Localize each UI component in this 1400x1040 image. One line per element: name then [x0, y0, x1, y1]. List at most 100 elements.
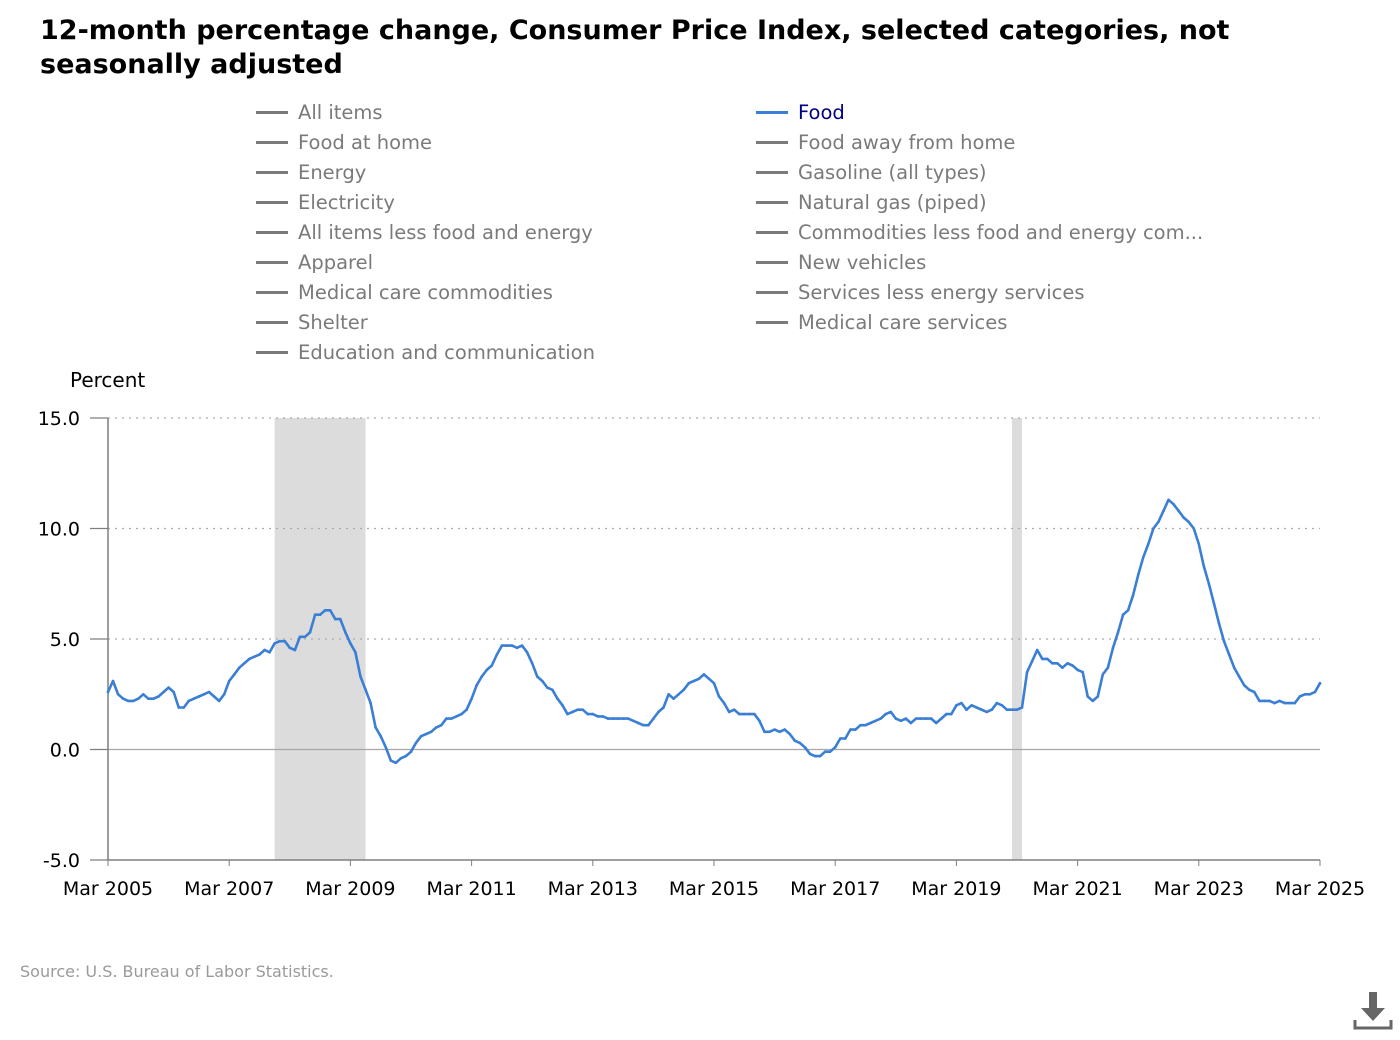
x-tick-label: Mar 2011: [426, 878, 516, 900]
legend-label: Food at home: [298, 130, 433, 154]
data-point: [318, 613, 322, 616]
data-point: [288, 646, 292, 650]
data-point: [460, 712, 463, 716]
legend-item[interactable]: Electricity: [256, 187, 395, 217]
data-point: [450, 717, 453, 720]
data-point: [682, 688, 685, 692]
legend-swatch: [756, 110, 788, 114]
data-point: [1041, 657, 1044, 661]
axes: [107, 418, 1321, 866]
data-point: [1202, 564, 1206, 568]
legend-item[interactable]: Commodities less food and energy com...: [756, 217, 1203, 247]
data-point: [1258, 699, 1261, 703]
data-point: [637, 721, 640, 725]
data-point: [424, 732, 428, 736]
data-point: [1243, 684, 1246, 687]
data-point: [1172, 502, 1175, 506]
data-point: [803, 746, 807, 749]
data-point: [344, 631, 347, 634]
legend-item[interactable]: Natural gas (piped): [756, 187, 987, 217]
legend-item[interactable]: Education and communication: [256, 337, 595, 367]
data-point: [530, 662, 534, 665]
data-point: [273, 642, 276, 645]
data-point: [833, 746, 837, 749]
data-point: [222, 693, 226, 696]
data-point: [470, 697, 473, 700]
x-tick-label: Mar 2023: [1154, 878, 1244, 900]
data-point: [975, 706, 978, 709]
legend-label: Commodities less food and energy com...: [798, 220, 1204, 244]
data-point: [268, 651, 271, 654]
data-point: [1263, 699, 1266, 703]
data-point: [606, 717, 610, 720]
download-button[interactable]: [1351, 990, 1395, 1034]
data-point: [813, 754, 817, 758]
data-point: [455, 715, 458, 718]
legend-item[interactable]: New vehicles: [756, 247, 926, 277]
data-point: [677, 693, 680, 696]
data-point: [929, 717, 933, 720]
legend-item[interactable]: Medical care services: [756, 307, 1007, 337]
data-point: [576, 708, 579, 711]
data-point: [793, 739, 797, 742]
data-point: [818, 754, 822, 758]
legend-label: Shelter: [298, 310, 368, 334]
data-point: [1253, 690, 1256, 694]
legend-item[interactable]: Medical care commodities: [256, 277, 553, 307]
legend-item[interactable]: Services less energy services: [756, 277, 1085, 307]
data-point: [1035, 648, 1039, 652]
y-tick-label: 10.0: [38, 519, 80, 541]
data-point: [985, 710, 988, 714]
data-point: [702, 673, 706, 676]
data-point: [490, 664, 494, 667]
legend-item[interactable]: All items less food and energy: [256, 217, 593, 247]
data-point: [445, 717, 448, 720]
data-point: [586, 712, 590, 716]
legend-item[interactable]: All items: [256, 97, 383, 127]
x-tick-label: Mar 2025: [1275, 878, 1365, 900]
chart-title: 12-month percentage change, Consumer Pri…: [40, 15, 1230, 80]
recession-band: [274, 418, 366, 860]
data-point: [1046, 657, 1049, 661]
data-point: [177, 706, 180, 709]
data-point: [687, 681, 691, 685]
data-point: [631, 719, 635, 723]
data-point: [328, 609, 332, 612]
data-point: [960, 701, 963, 705]
data-point: [1303, 693, 1307, 696]
data-point: [924, 717, 928, 720]
legend-item[interactable]: Shelter: [256, 307, 368, 337]
data-point: [394, 761, 398, 765]
legend-item[interactable]: Food away from home: [756, 127, 1015, 157]
data-point: [1227, 653, 1231, 656]
data-point: [283, 639, 287, 643]
legend-label: Natural gas (piped): [798, 190, 987, 214]
legend-swatch: [756, 200, 788, 204]
data-point: [1081, 670, 1084, 674]
data-point: [1010, 708, 1014, 711]
data-point: [874, 719, 877, 723]
data-point: [697, 677, 701, 681]
legend-item[interactable]: Apparel: [256, 247, 373, 277]
data-point: [601, 715, 605, 718]
data-point: [435, 726, 438, 729]
legend-item[interactable]: Gasoline (all types): [756, 157, 986, 187]
data-point: [227, 679, 231, 683]
data-point: [849, 728, 852, 731]
data-point: [869, 721, 872, 725]
data-point: [1182, 516, 1185, 519]
legend-item[interactable]: Food at home: [256, 127, 432, 157]
axis-labels: 15.0 10.0 5.0 0.0 -5.0 Percent Mar 2005 Mar 200…: [38, 368, 1365, 900]
data-point: [1308, 693, 1312, 696]
data-point: [1167, 498, 1170, 502]
data-point: [1147, 542, 1150, 546]
data-point: [909, 721, 913, 725]
legend-swatch: [756, 290, 788, 294]
legend-swatch: [256, 320, 288, 324]
legend-item[interactable]: Energy: [256, 157, 366, 187]
data-point: [192, 697, 196, 700]
data-point: [278, 639, 282, 643]
legend-swatch: [756, 230, 788, 234]
legend-item[interactable]: Food: [756, 97, 845, 127]
data-point: [323, 609, 327, 612]
